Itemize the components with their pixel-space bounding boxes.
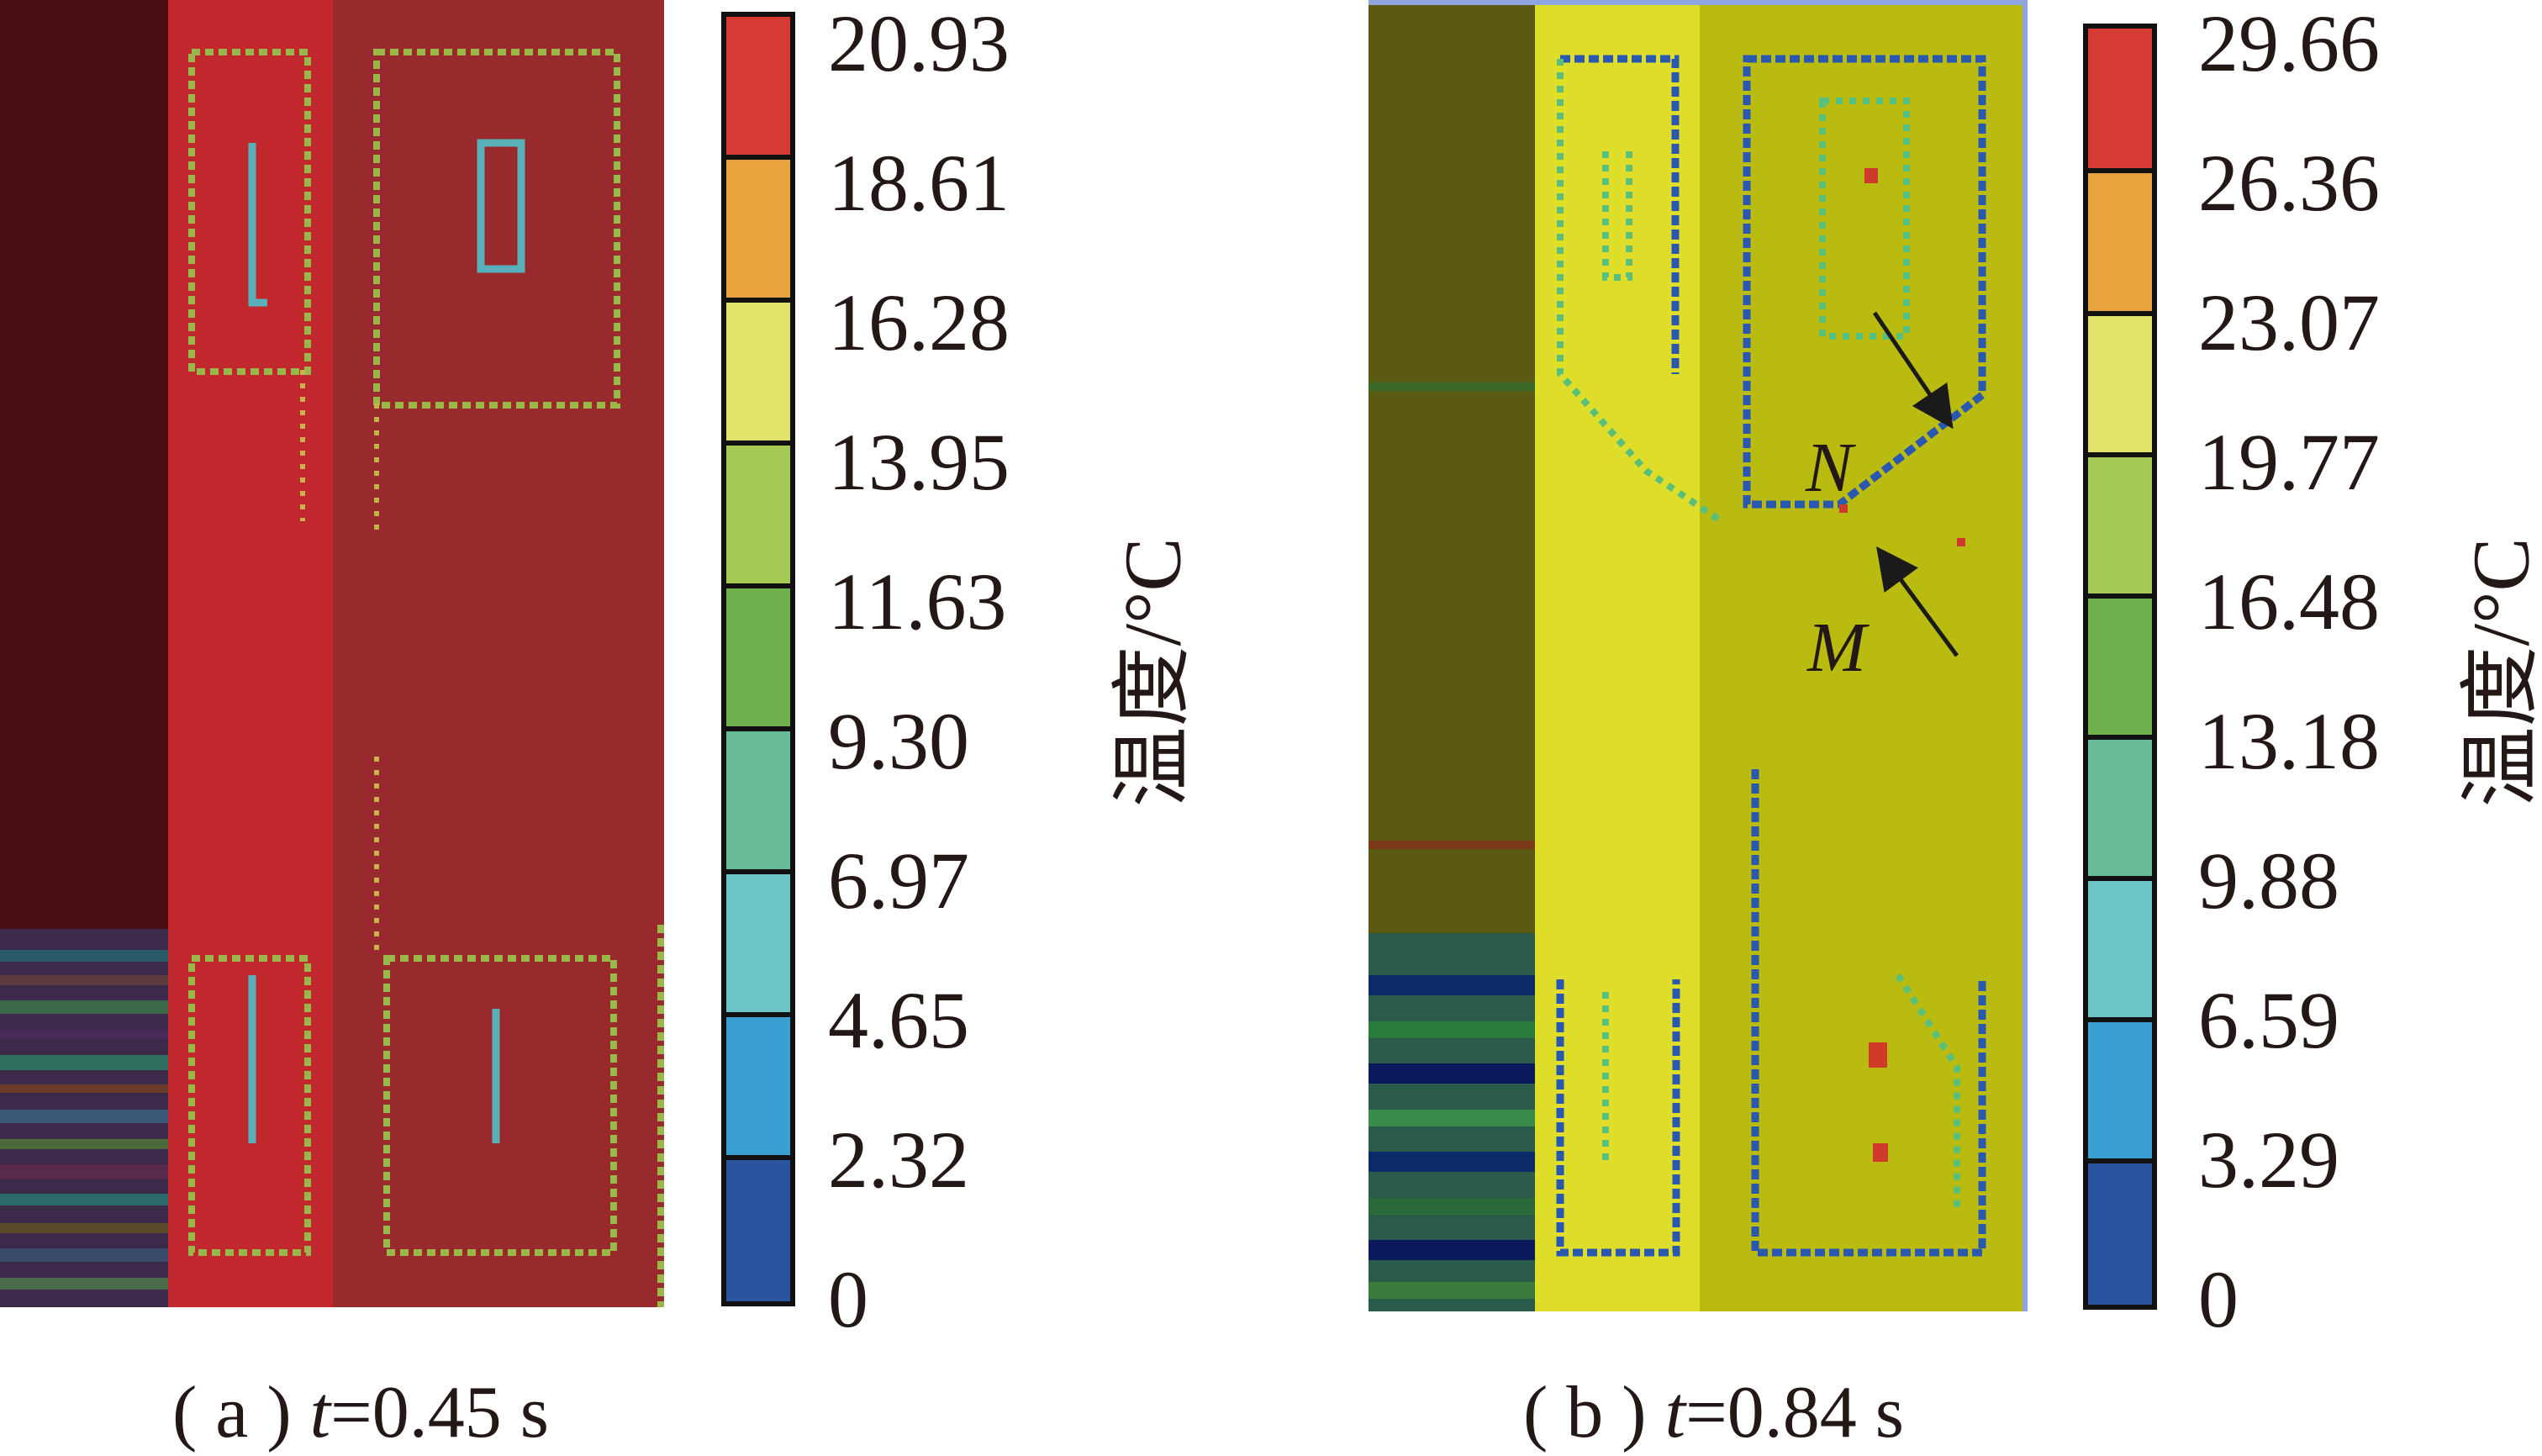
- colorbar-a-seg-1: [726, 155, 790, 298]
- colorbar-a-seg-2: [726, 298, 790, 440]
- colorbar-b-label-0: 29.66: [2198, 0, 2380, 88]
- colorbar-b-seg-1: [2088, 168, 2152, 311]
- colorbar-b-label-8: 3.29: [2198, 1115, 2339, 1205]
- colorbar-b-title: 温度/°C: [2455, 537, 2542, 808]
- field-plot-b: [1369, 0, 2028, 1311]
- colorbar-b-seg-3: [2088, 452, 2152, 593]
- colorbar-a-label-0: 20.93: [828, 0, 1010, 88]
- colorbar-a-seg-7: [726, 1012, 790, 1155]
- arrow-n: [1872, 311, 1954, 430]
- colorbar-a-seg-5: [726, 726, 790, 869]
- temperature-field-a: [0, 0, 664, 1307]
- colorbar-b-label-7: 6.59: [2198, 975, 2339, 1065]
- caption-b: ( b ) t=0.84 s: [1523, 1372, 1904, 1453]
- annotation-arrows: [1872, 311, 1959, 657]
- colorbar-b-label-4: 16.48: [2198, 557, 2380, 646]
- colorbar-a-label-7: 4.65: [828, 975, 969, 1065]
- colorbar-b-label-3: 19.77: [2198, 417, 2380, 507]
- colorbar-a-label-5: 9.30: [828, 696, 969, 786]
- colorbar-b-label-6: 9.88: [2198, 836, 2339, 926]
- colorbar-b-seg-7: [2088, 1017, 2152, 1158]
- point-label-n: N: [1806, 429, 1854, 507]
- colorbar-a-label-6: 6.97: [828, 836, 969, 926]
- colorbar-a-seg-8: [726, 1155, 790, 1301]
- colorbar-a-label-3: 13.95: [828, 417, 1010, 507]
- colorbar-a-label-8: 2.32: [828, 1115, 969, 1205]
- colorbar-b-label-2: 23.07: [2198, 277, 2380, 367]
- colorbar-b-seg-8: [2088, 1158, 2152, 1305]
- colorbar-b-seg-0: [2088, 29, 2152, 168]
- point-label-m: M: [1807, 609, 1866, 687]
- colorbar-a-label-1: 18.61: [828, 138, 1010, 228]
- colorbar-b-label-9: 0: [2198, 1254, 2239, 1344]
- temperature-field-b: [1369, 0, 2028, 1311]
- colorbar-b-seg-5: [2088, 735, 2152, 876]
- striped-region-a: [0, 929, 168, 1307]
- colorbar-b: [2083, 24, 2157, 1310]
- caption-a: ( a ) t=0.45 s: [172, 1372, 549, 1453]
- colorbar-b-seg-6: [2088, 876, 2152, 1017]
- colorbar-a-label-4: 11.63: [828, 557, 1007, 646]
- colorbar-a-label-9: 0: [828, 1254, 868, 1344]
- colorbar-b-seg-2: [2088, 311, 2152, 452]
- colorbar-a-title: 温度/°C: [1107, 537, 1198, 808]
- colorbar-a-seg-6: [726, 869, 790, 1012]
- colorbar-a-label-2: 16.28: [828, 277, 1010, 367]
- arrow-m: [1876, 546, 1959, 657]
- colorbar-a-seg-3: [726, 440, 790, 583]
- field-plot-a: [0, 0, 664, 1307]
- colorbar-b-seg-4: [2088, 593, 2152, 735]
- colorbar-a: [721, 12, 795, 1306]
- striped-region-b: [1369, 933, 1535, 1311]
- colorbar-b-label-1: 26.36: [2198, 138, 2380, 228]
- colorbar-a-seg-4: [726, 583, 790, 726]
- colorbar-b-label-5: 13.18: [2198, 696, 2380, 786]
- colorbar-a-seg-0: [726, 17, 790, 155]
